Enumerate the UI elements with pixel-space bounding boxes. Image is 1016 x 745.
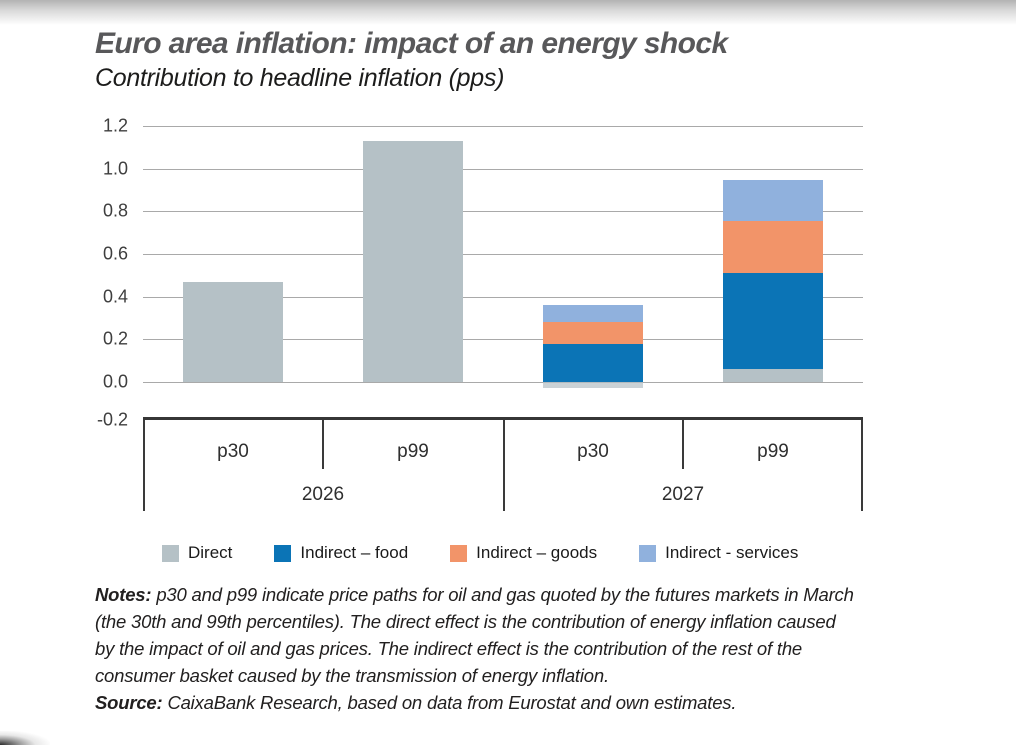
- legend-label: Indirect – food: [300, 543, 409, 562]
- axis-tick-major: [143, 420, 145, 511]
- legend-item: Indirect – food: [274, 543, 408, 563]
- gridline: [143, 253, 863, 255]
- x-axis-line: [143, 417, 863, 420]
- bar-segment: [543, 382, 643, 389]
- x-axis: p30 p99 p30 p99 2026 2027: [143, 420, 863, 515]
- gridline: [143, 125, 863, 127]
- chart-title: Euro area inflation: impact of an energy…: [95, 27, 728, 60]
- y-tick-label: 0.4: [102, 286, 128, 307]
- y-tick-label: 0.2: [102, 328, 128, 349]
- bar-segment: [543, 322, 643, 344]
- category-label: p99: [397, 441, 429, 462]
- y-tick-label: 0.8: [102, 200, 128, 221]
- legend-label: Indirect - services: [665, 543, 799, 562]
- bar-segment: [363, 140, 463, 382]
- bar-segment: [723, 273, 823, 370]
- legend-item: Direct: [162, 543, 232, 563]
- bar-segment: [543, 305, 643, 323]
- source-line: Source: CaixaBank Research, based on dat…: [95, 689, 920, 716]
- notes-label: Notes:: [95, 584, 152, 605]
- y-tick-label: 1.2: [102, 115, 128, 136]
- legend-swatch: [162, 544, 179, 562]
- bar-segment: [543, 343, 643, 382]
- source-text: CaixaBank Research, based on data from E…: [167, 692, 737, 713]
- notes-text-1: p30 and p99 indicate price paths for oil…: [156, 584, 854, 605]
- legend-label: Direct: [188, 543, 233, 562]
- category-label: p30: [577, 441, 609, 462]
- legend-item: Indirect – goods: [450, 543, 597, 563]
- category-label: p30: [217, 441, 249, 462]
- gridline: [143, 168, 863, 170]
- axis-tick-minor: [682, 420, 684, 469]
- notes-line-3: by the impact of oil and gas prices. The…: [95, 638, 802, 659]
- bar-segment: [723, 180, 823, 221]
- notes-block: Notes: p30 and p99 indicate price paths …: [95, 581, 920, 716]
- group-label: 2026: [301, 484, 345, 505]
- notes-line-1: Notes: p30 and p99 indicate price paths …: [95, 581, 920, 608]
- legend-label: Indirect – goods: [476, 543, 598, 562]
- notes-line-2: (the 30th and 99th percentiles). The dir…: [95, 611, 836, 632]
- gridline: [143, 382, 863, 383]
- axis-tick-major: [503, 420, 505, 511]
- group-label: 2027: [661, 484, 705, 505]
- gridline: [143, 296, 863, 298]
- y-axis-labels: 1.2 1.0 0.8 0.6 0.4 0.2 0.0 -0.2: [58, 115, 128, 429]
- page-top-scan-shadow: [0, 0, 1016, 25]
- page-corner-scan-shadow: [0, 731, 50, 745]
- legend-swatch: [639, 544, 657, 562]
- bar-segment: [183, 281, 283, 382]
- y-tick-label: 0.6: [102, 243, 128, 264]
- bar-segment: [723, 369, 823, 382]
- legend-swatch: [274, 544, 292, 562]
- notes-line-4: consumer basket caused by the transmissi…: [95, 665, 609, 686]
- bar-segment: [723, 220, 823, 274]
- y-tick-label: -0.2: [96, 409, 128, 430]
- plot-area: [143, 125, 863, 420]
- y-tick-label: 0.0: [102, 371, 128, 392]
- legend-item: Indirect - services: [639, 543, 798, 563]
- source-label: Source:: [95, 692, 163, 713]
- gridline: [143, 339, 863, 341]
- legend: Direct Indirect – food Indirect – goods Ind…: [162, 543, 798, 563]
- axis-tick-major: [861, 420, 863, 511]
- y-tick-label: 1.0: [102, 158, 128, 178]
- category-label: p99: [757, 441, 789, 462]
- gridline: [143, 211, 863, 213]
- axis-tick-minor: [322, 420, 324, 469]
- legend-swatch: [450, 544, 468, 562]
- chart-subtitle: Contribution to headline inflation (pps): [95, 64, 505, 92]
